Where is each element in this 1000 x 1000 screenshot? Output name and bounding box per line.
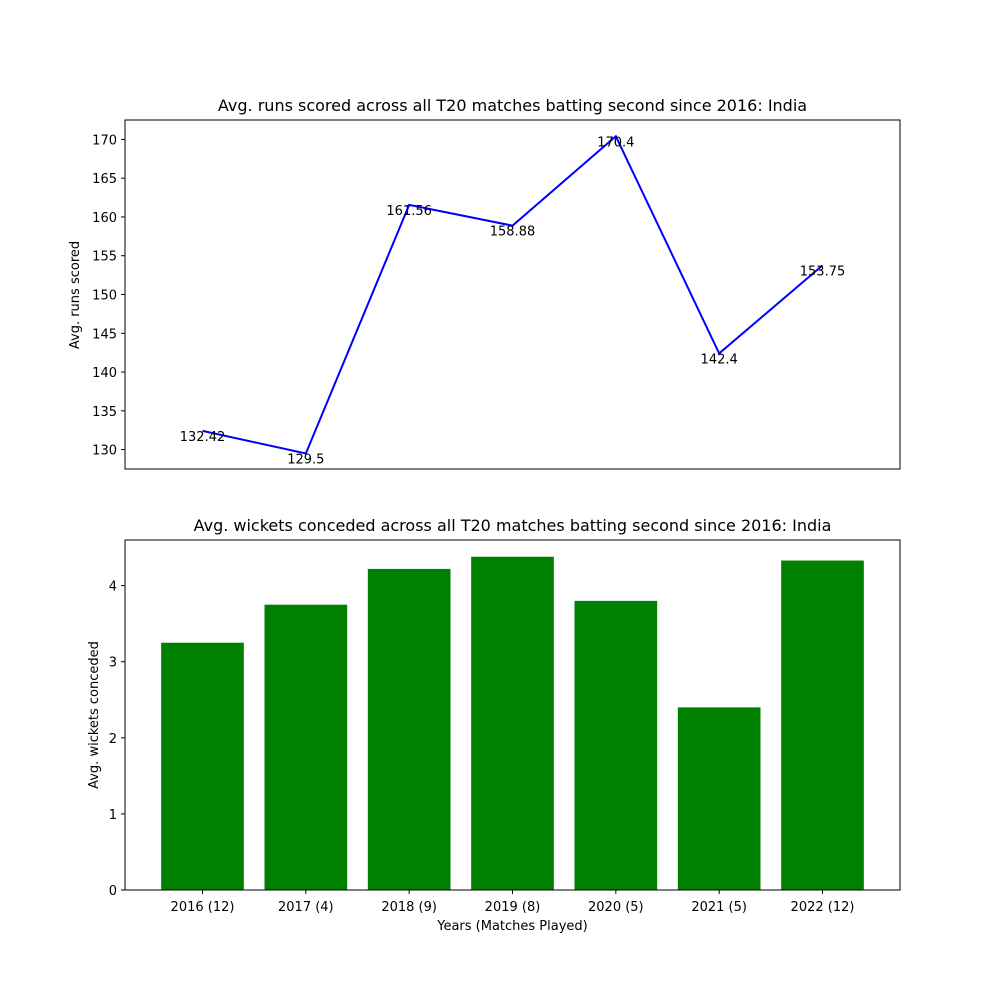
bar	[677, 707, 761, 890]
x-tick-label: 2022 (12)	[791, 900, 855, 915]
y-tick-label: 160	[92, 211, 117, 226]
y-tick-label: 3	[109, 656, 117, 671]
runs-line-chart: Avg. runs scored across all T20 matches …	[68, 96, 901, 470]
bar	[574, 600, 658, 890]
data-labels: 132.42 129.5 161.56 158.88 170.4 142.4 153.75	[180, 135, 846, 467]
y-axis-ticks: 130 135 140 145 150 155 160 165 170	[92, 133, 125, 459]
x-tick-label: 2019 (8)	[485, 900, 541, 915]
y-tick-label: 170	[92, 133, 117, 148]
chart-title: Avg. runs scored across all T20 matches …	[218, 96, 807, 115]
data-label: 132.42	[180, 430, 226, 445]
bars	[161, 556, 864, 890]
chart-title: Avg. wickets conceded across all T20 mat…	[194, 516, 832, 535]
x-tick-label: 2018 (9)	[381, 900, 437, 915]
bar	[471, 556, 554, 890]
bar	[781, 560, 864, 890]
x-tick-label: 2016 (12)	[171, 900, 235, 915]
data-label: 129.5	[287, 452, 324, 467]
x-tick-label: 2021 (5)	[691, 900, 747, 915]
bar	[264, 604, 348, 890]
data-label: 170.4	[597, 135, 634, 150]
x-axis-label: Years (Matches Played)	[436, 919, 588, 934]
y-axis-label: Avg. wickets conceded	[87, 641, 102, 789]
y-axis-label: Avg. runs scored	[68, 241, 83, 349]
y-tick-label: 140	[92, 366, 117, 381]
plot-frame	[124, 539, 901, 891]
y-tick-label: 150	[92, 289, 117, 304]
data-label: 142.4	[701, 352, 738, 367]
runs-series-line	[202, 134, 824, 455]
y-tick-label: 4	[109, 580, 117, 595]
x-tick-label: 2017 (4)	[278, 900, 334, 915]
wickets-bar-chart: Avg. wickets conceded across all T20 mat…	[87, 516, 901, 934]
bar	[161, 642, 244, 890]
y-tick-label: 155	[92, 250, 117, 265]
plot-frame	[124, 119, 901, 470]
y-tick-label: 1	[109, 808, 117, 823]
data-label: 153.75	[800, 264, 846, 279]
x-axis-ticks: 2016 (12) 2017 (4) 2018 (9) 2019 (8) 2020 (5…	[171, 890, 855, 915]
data-label: 158.88	[490, 225, 536, 240]
y-tick-label: 0	[109, 884, 117, 899]
y-tick-label: 145	[92, 327, 117, 342]
y-tick-label: 2	[109, 732, 117, 747]
y-tick-label: 130	[92, 444, 117, 459]
x-tick-label: 2020 (5)	[588, 900, 644, 915]
data-label: 161.56	[386, 204, 432, 219]
y-tick-label: 165	[92, 172, 117, 187]
bar	[367, 568, 451, 890]
y-tick-label: 135	[92, 405, 117, 420]
y-axis-ticks: 0 1 2 3 4	[109, 580, 125, 899]
